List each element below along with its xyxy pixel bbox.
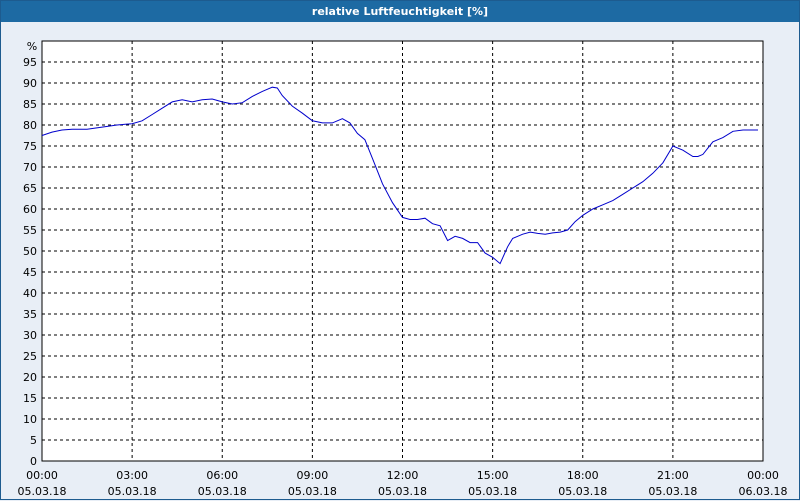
x-tick-time: 15:00 bbox=[477, 469, 509, 482]
y-tick-label: 10 bbox=[23, 413, 37, 426]
x-tick-date: 05.03.18 bbox=[648, 485, 697, 498]
y-tick-label: 85 bbox=[23, 98, 37, 111]
y-tick-label: 55 bbox=[23, 224, 37, 237]
y-tick-label: 40 bbox=[23, 287, 37, 300]
y-tick-label: 35 bbox=[23, 308, 37, 321]
y-tick-label: 60 bbox=[23, 203, 37, 216]
y-tick-label: 15 bbox=[23, 392, 37, 405]
y-tick-label: 80 bbox=[23, 119, 37, 132]
y-tick-label: 70 bbox=[23, 161, 37, 174]
y-tick-label: 90 bbox=[23, 77, 37, 90]
x-tick-time: 21:00 bbox=[657, 469, 689, 482]
x-axis-ticks: 00:00 05.03.18 03:00 05.03.18 06:00 05.03.18 0… bbox=[18, 469, 788, 498]
x-tick-time: 06:00 bbox=[206, 469, 238, 482]
x-tick-date: 05.03.18 bbox=[558, 485, 607, 498]
y-tick-label: 30 bbox=[23, 329, 37, 342]
y-axis-ticks: 0 5 10 15 20 25 30 35 40 45 50 55 60 65 70 75 80 85 90 95 bbox=[23, 56, 37, 468]
x-tick-date: 05.03.18 bbox=[378, 485, 427, 498]
x-tick-time: 09:00 bbox=[297, 469, 329, 482]
x-tick-time: 12:00 bbox=[387, 469, 419, 482]
y-tick-label: 20 bbox=[23, 371, 37, 384]
y-tick-label: 75 bbox=[23, 140, 37, 153]
y-tick-label: 5 bbox=[30, 434, 37, 447]
y-tick-label: 0 bbox=[30, 455, 37, 468]
y-tick-label: 50 bbox=[23, 245, 37, 258]
y-tick-label: 45 bbox=[23, 266, 37, 279]
x-tick-date: 05.03.18 bbox=[468, 485, 517, 498]
x-tick-date: 05.03.18 bbox=[198, 485, 247, 498]
x-tick-date: 05.03.18 bbox=[288, 485, 337, 498]
series-line-humidity bbox=[41, 86, 758, 265]
chart-title: relative Luftfeuchtigkeit [%] bbox=[1, 1, 799, 22]
x-tick-time: 03:00 bbox=[116, 469, 148, 482]
y-tick-label: 95 bbox=[23, 56, 37, 69]
gridlines-vertical bbox=[131, 41, 674, 461]
x-tick-time: 18:00 bbox=[567, 469, 599, 482]
x-tick-time: 00:00 bbox=[26, 469, 58, 482]
y-axis-label: % bbox=[27, 40, 37, 53]
x-tick-date: 05.03.18 bbox=[18, 485, 67, 498]
y-tick-label: 65 bbox=[23, 182, 37, 195]
x-tick-time: 00:00 bbox=[747, 469, 779, 482]
y-tick-label: 25 bbox=[23, 350, 37, 363]
x-tick-date: 05.03.18 bbox=[108, 485, 157, 498]
x-tick-date: 06.03.18 bbox=[739, 485, 788, 498]
